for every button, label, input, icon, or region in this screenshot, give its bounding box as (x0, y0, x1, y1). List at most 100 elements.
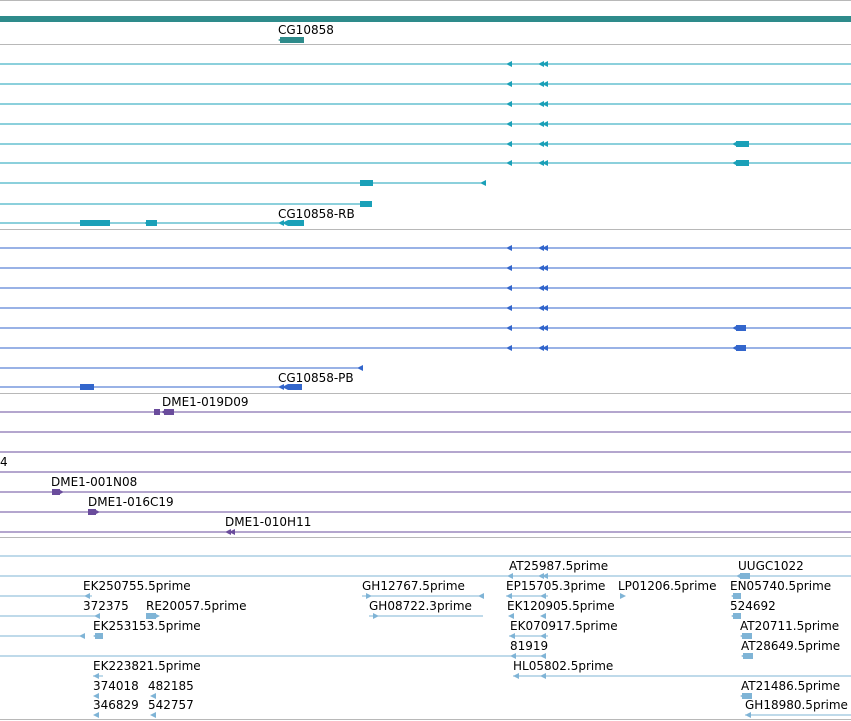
strand-arrow (506, 325, 512, 331)
strand-arrow (542, 81, 548, 87)
strand-arrow (542, 285, 548, 291)
est-label[interactable]: RE20057.5prime (146, 599, 247, 613)
strand-arrow (542, 141, 548, 147)
strand-arrow (154, 613, 160, 619)
est-label[interactable]: UUGC1022 (738, 559, 804, 573)
strand-arrow (538, 101, 544, 107)
transcript-label-pb[interactable]: CG10858-PB (278, 371, 354, 385)
strand-arrow (540, 613, 546, 619)
strand-arrow (506, 141, 512, 147)
est-label[interactable]: GH12767.5prime (362, 579, 465, 593)
clone-label[interactable]: DME1-010H11 (225, 515, 312, 529)
exon-block (164, 409, 174, 415)
strand-arrow (542, 325, 548, 331)
strand-arrow (538, 265, 544, 271)
strand-arrow (732, 141, 738, 147)
exon-block (742, 633, 752, 639)
strand-arrow (229, 529, 235, 535)
strand-arrow (508, 613, 514, 619)
strand-arrow (278, 384, 284, 390)
strand-arrow (58, 489, 64, 495)
exon-block (280, 37, 304, 43)
exon-block (288, 384, 302, 390)
exon-block (52, 489, 60, 495)
strand-arrow (538, 121, 544, 127)
strand-arrow (506, 305, 512, 311)
exon-block (80, 220, 110, 226)
est-label[interactable]: AT20711.5prime (740, 619, 840, 633)
est-label[interactable]: AT28649.5prime (741, 639, 841, 653)
strand-arrow (509, 633, 515, 639)
strand-arrow (480, 180, 486, 186)
est-label[interactable]: GH08722.3prime (369, 599, 472, 613)
est-label[interactable]: AT25987.5prime (509, 559, 609, 573)
est-label[interactable]: 81919 (510, 639, 549, 653)
clone-label[interactable]: DME1-001N08 (51, 475, 138, 489)
strand-arrow (478, 593, 484, 599)
exon-block (736, 345, 746, 351)
est-label[interactable]: EK253153.5prime (93, 619, 201, 633)
strand-arrow (144, 220, 150, 226)
strand-arrow (540, 633, 546, 639)
strand-arrow (731, 613, 737, 619)
gene-label[interactable]: CG10858 (278, 23, 334, 37)
strand-arrow (507, 573, 513, 579)
strand-arrow (506, 160, 512, 166)
strand-arrow (540, 653, 546, 659)
exon-block (740, 573, 750, 579)
exon-block (154, 409, 160, 415)
strand-arrow (542, 573, 548, 579)
strand-arrow (506, 265, 512, 271)
strand-arrow (741, 653, 747, 659)
strand-arrow (745, 712, 751, 718)
clone-label[interactable]: DME1-016C19 (88, 495, 174, 509)
est-label[interactable]: 346829 (93, 698, 139, 712)
strand-arrow (538, 573, 544, 579)
est-label[interactable]: AT21486.5prime (741, 679, 841, 693)
exon-block (360, 180, 373, 186)
strand-arrow (150, 693, 156, 699)
exon-block (736, 141, 749, 147)
est-label[interactable]: 372375 (83, 599, 129, 613)
est-label[interactable]: EK250755.5prime (83, 579, 191, 593)
exon-block (736, 325, 746, 331)
est-label[interactable]: 524692 (730, 599, 776, 613)
strand-arrow (740, 633, 746, 639)
est-label[interactable]: LP01206.5prime (618, 579, 717, 593)
est-label[interactable]: EK120905.5prime (507, 599, 615, 613)
strand-arrow (538, 305, 544, 311)
strand-arrow (542, 265, 548, 271)
est-label[interactable]: EK223821.5prime (93, 659, 201, 673)
est-label[interactable]: 374018 (93, 679, 139, 693)
transcript-label-rb[interactable]: CG10858-RB (278, 207, 355, 221)
strand-arrow (732, 325, 738, 331)
est-label[interactable]: 482185 (148, 679, 194, 693)
exon-block (743, 653, 753, 659)
exon-block (88, 509, 96, 515)
strand-arrow (736, 573, 742, 579)
exon-block (146, 220, 157, 226)
strand-arrow (538, 141, 544, 147)
exon-block (736, 160, 749, 166)
est-label[interactable]: HL05802.5prime (513, 659, 614, 673)
strand-arrow (542, 101, 548, 107)
gene-bar (0, 16, 851, 22)
est-label[interactable]: GH18980.5prime (745, 698, 848, 712)
clone-label[interactable]: DME1-019D09 (162, 395, 249, 409)
strand-arrow (278, 220, 284, 226)
est-label[interactable]: EK070917.5prime (510, 619, 618, 633)
est-label[interactable]: EP15705.3prime (506, 579, 606, 593)
strand-arrow (93, 633, 99, 639)
est-label[interactable]: EN05740.5prime (730, 579, 832, 593)
strand-arrow (278, 37, 284, 43)
strand-arrow (538, 345, 544, 351)
est-label[interactable]: 542757 (148, 698, 194, 712)
strand-arrow (506, 81, 512, 87)
strand-arrow (357, 365, 363, 371)
strand-arrow (506, 61, 512, 67)
strand-arrow (506, 101, 512, 107)
strand-arrow (94, 613, 100, 619)
strand-arrow (538, 61, 544, 67)
strand-arrow (542, 121, 548, 127)
